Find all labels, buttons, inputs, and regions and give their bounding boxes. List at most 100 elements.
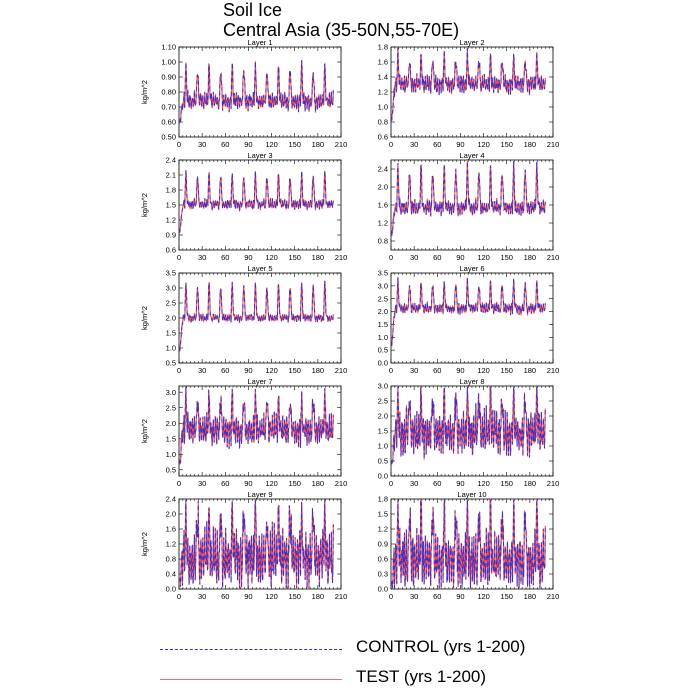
layer-3-ylabel: kg/m^2: [140, 193, 149, 217]
layer-8-xtick-label-6: 180: [524, 479, 537, 488]
layer-2-xtick-label-2: 60: [433, 140, 441, 149]
layer-10-series-control: [391, 498, 546, 589]
layer-1-xtick-label-1: 30: [198, 140, 206, 149]
layer-5-xtick-label-5: 150: [288, 366, 301, 375]
layer-10-title: Layer 10: [457, 490, 486, 499]
layer-6-ytick-label-2: 1.0: [378, 333, 388, 342]
layer-3-xtick-label-3: 90: [244, 253, 252, 262]
layer-1-ytick-label-1: 0.60: [161, 118, 176, 127]
layer-5-series-control: [179, 280, 334, 352]
layer-10-ytick-label-1: 0.3: [378, 570, 388, 579]
layer-10-xtick-label-6: 180: [524, 592, 537, 601]
layer-9-ytick-label-0: 0.0: [166, 585, 176, 594]
layer-10-ytick-label-4: 1.2: [378, 525, 388, 534]
layer-5-xtick-label-7: 210: [335, 366, 348, 375]
layer-9-xtick-label-5: 150: [288, 592, 301, 601]
layer-8-xtick-label-1: 30: [410, 479, 418, 488]
layer-6-title: Layer 6: [459, 264, 484, 273]
layer-5-ytick-label-2: 1.5: [166, 329, 176, 338]
layer-6-xtick-label-6: 180: [524, 366, 537, 375]
layer-1-xtick-label-4: 120: [265, 140, 278, 149]
layer-7-ytick-label-5: 3.0: [166, 388, 176, 397]
layer-4-ytick-label-4: 2.4: [378, 165, 388, 174]
layer-7-xtick-label-4: 120: [265, 479, 278, 488]
layer-9-ytick-label-2: 0.8: [166, 555, 176, 564]
layer-3-title: Layer 3: [247, 151, 272, 160]
layer-7-xtick-label-6: 180: [312, 479, 325, 488]
layer-4-xtick-label-2: 60: [433, 253, 441, 262]
layer-7-ylabel: kg/m^2: [140, 419, 149, 443]
layer-7-ytick-label-1: 1.0: [166, 450, 176, 459]
layer-4-ytick-label-1: 1.2: [378, 219, 388, 228]
layer-7-ytick-label-4: 2.5: [166, 403, 176, 412]
layer-7-xtick-label-2: 60: [221, 479, 229, 488]
layer-10-xtick-label-4: 120: [477, 592, 490, 601]
layer-9-xtick-label-4: 120: [265, 592, 278, 601]
layer-4-title: Layer 4: [459, 151, 484, 160]
layer-2-series-control: [391, 47, 546, 121]
layer-3-xtick-label-0: 0: [177, 253, 181, 262]
layer-10-ytick-label-2: 0.6: [378, 555, 388, 564]
layer-3-xtick-label-5: 150: [288, 253, 301, 262]
layer-4-xtick-label-6: 180: [524, 253, 537, 262]
layer-5-ylabel: kg/m^2: [140, 306, 149, 330]
layer-5-xtick-label-0: 0: [177, 366, 181, 375]
layer-8-ytick-label-6: 3.0: [378, 382, 388, 391]
layer-2-xtick-label-7: 210: [547, 140, 560, 149]
layer-6-ytick-label-6: 3.0: [378, 281, 388, 290]
layer-9-ytick-label-6: 2.4: [166, 495, 176, 504]
layer-4-ytick-label-2: 1.6: [378, 201, 388, 210]
layer-5-xtick-label-2: 60: [221, 366, 229, 375]
layer-9-ytick-label-1: 0.4: [166, 570, 176, 579]
layer-9-title: Layer 9: [247, 490, 272, 499]
layer-3-ytick-label-4: 1.8: [166, 186, 176, 195]
layer-9-ylabel: kg/m^2: [140, 532, 149, 556]
layer-8-xtick-label-7: 210: [547, 479, 560, 488]
layer-9-xtick-label-1: 30: [198, 592, 206, 601]
layer-6-xtick-label-1: 30: [410, 366, 418, 375]
layer-9-xtick-label-3: 90: [244, 592, 252, 601]
layer-9-xtick-label-0: 0: [177, 592, 181, 601]
layer-1-xtick-label-5: 150: [288, 140, 301, 149]
layer-4-xtick-label-5: 150: [500, 253, 513, 262]
layer-4-xtick-label-7: 210: [547, 253, 560, 262]
layer-10-ytick-label-3: 0.9: [378, 540, 388, 549]
layer-1-ytick-label-3: 0.80: [161, 88, 176, 97]
layer-1-ylabel: kg/m^2: [140, 80, 149, 104]
layer-4-series-control: [391, 161, 546, 236]
layer-3-xtick-label-1: 30: [198, 253, 206, 262]
layer-9-ytick-label-3: 1.2: [166, 540, 176, 549]
legend-swatch-test: [160, 679, 342, 680]
layer-3-ytick-label-5: 2.1: [166, 171, 176, 180]
layer-10-xtick-label-7: 210: [547, 592, 560, 601]
layer-2-xtick-label-3: 90: [456, 140, 464, 149]
layer-8-xtick-label-3: 90: [456, 479, 464, 488]
layer-7-ytick-label-2: 1.5: [166, 434, 176, 443]
layer-6-frame: [390, 272, 554, 364]
layer-1-xtick-label-6: 180: [312, 140, 325, 149]
layer-5-ytick-label-3: 2.0: [166, 314, 176, 323]
layer-5-xtick-label-4: 120: [265, 366, 278, 375]
layer-1-xtick-label-2: 60: [221, 140, 229, 149]
layer-2-ytick-label-1: 0.8: [378, 118, 388, 127]
layer-9-xtick-label-7: 210: [335, 592, 348, 601]
layer-1-ytick-label-5: 1.00: [161, 58, 176, 67]
layer-10-xtick-label-1: 30: [410, 592, 418, 601]
legend-label-control: CONTROL (yrs 1-200): [356, 637, 526, 656]
layer-8-title: Layer 8: [459, 377, 484, 386]
layer-7-xtick-label-3: 90: [244, 479, 252, 488]
layer-6-ytick-label-4: 2.0: [378, 307, 388, 316]
layer-5-ytick-label-4: 2.5: [166, 299, 176, 308]
layer-1-xtick-label-7: 210: [335, 140, 348, 149]
layer-6-xtick-label-2: 60: [433, 366, 441, 375]
layer-5-ytick-label-1: 1.0: [166, 344, 176, 353]
layer-9-ytick-label-4: 1.6: [166, 525, 176, 534]
layer-6-ytick-label-0: 0.0: [378, 359, 388, 368]
layer-4-ytick-label-3: 2.0: [378, 183, 388, 192]
layer-3-xtick-label-2: 60: [221, 253, 229, 262]
layer-10-ytick-label-0: 0.0: [378, 585, 388, 594]
layer-2-title: Layer 2: [459, 38, 484, 47]
layer-8-ytick-label-5: 2.5: [378, 397, 388, 406]
layer-2-xtick-label-6: 180: [524, 140, 537, 149]
layer-2-xtick-label-4: 120: [477, 140, 490, 149]
